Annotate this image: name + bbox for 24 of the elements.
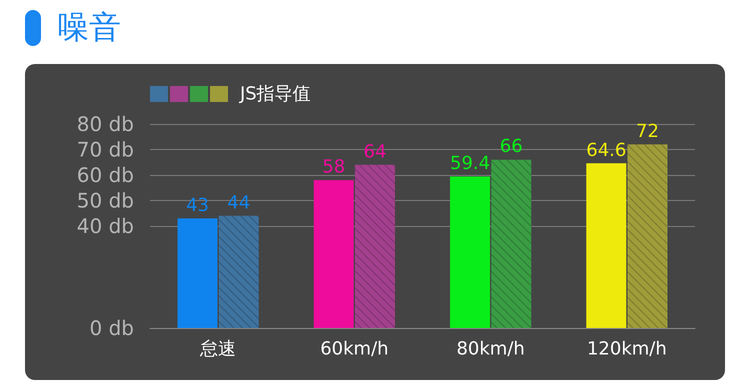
data-label: 44: [227, 192, 250, 214]
x-tick-label: 120km/h: [586, 338, 667, 360]
x-tick-label: 怠速: [199, 338, 236, 360]
y-tick-label: 60 db: [76, 163, 134, 187]
data-label: 43: [186, 194, 209, 216]
data-label: 72: [636, 120, 659, 142]
data-label: 58: [322, 156, 346, 178]
y-tick-label: 50 db: [76, 188, 134, 212]
bar: [586, 163, 626, 328]
y-tick-label: 40 db: [76, 214, 134, 238]
data-label: 64: [364, 141, 386, 162]
bar: [314, 180, 354, 328]
y-tick-label: 0 db: [90, 316, 134, 340]
legend-label: JS指导值: [239, 84, 311, 104]
y-tick-label: 70 db: [76, 138, 134, 162]
bar: [450, 176, 490, 328]
data-label: 66: [500, 136, 523, 158]
x-tick-label: 60km/h: [320, 338, 389, 360]
chart-title: 噪音: [57, 8, 121, 46]
x-tick-label: 80km/h: [456, 338, 525, 360]
bar: [178, 218, 218, 328]
y-tick-label: 80 db: [76, 112, 134, 136]
data-label: 64.6: [586, 140, 626, 161]
data-label: 59.4: [450, 153, 490, 174]
